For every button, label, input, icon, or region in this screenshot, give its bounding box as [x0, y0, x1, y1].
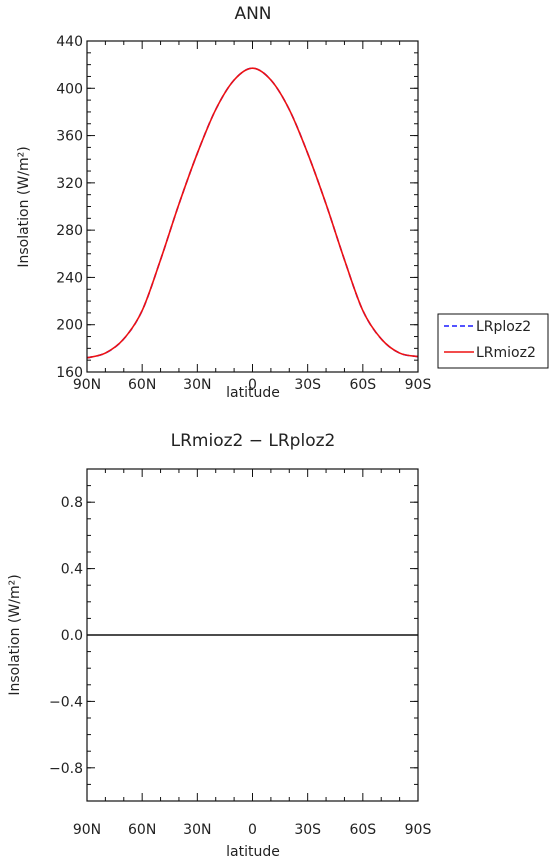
y-tick-label: −0.8 [49, 761, 83, 777]
y-tick-label: 200 [56, 318, 83, 334]
x-axis-title: latitude [226, 385, 280, 401]
chart-annual-insolation: ANN latitude Insolation (W/m²) 90N 60N 30N… [16, 4, 431, 401]
y-tick-label: 360 [56, 129, 83, 145]
y-tick-label: 160 [56, 365, 83, 381]
y-tick-label: 240 [56, 270, 83, 286]
chart-title: ANN [234, 4, 271, 24]
x-tick-label: 60N [128, 822, 156, 838]
chart-title: LRmioz2 − LRploz2 [171, 431, 336, 451]
plot-frame [86, 40, 419, 373]
x-axis-title: latitude [226, 844, 280, 860]
y-tick-label: 320 [56, 176, 83, 192]
x-tick-label: 90S [405, 377, 432, 393]
y-tick-label: 0.0 [61, 628, 83, 644]
legend-box [437, 313, 549, 369]
x-tick-label: 60S [349, 377, 376, 393]
x-tick-label: 30N [183, 822, 211, 838]
axis-ticks: 90N 60N 30N 0 30S 60S 90S −0.8 −0.4 0.0 0.4 0.8 [49, 468, 432, 838]
x-tick-label: 90S [405, 822, 432, 838]
x-tick-label: 30S [294, 822, 321, 838]
x-tick-label: 30N [183, 377, 211, 393]
x-tick-label: 90N [73, 822, 101, 838]
x-tick-label: 0 [248, 377, 257, 393]
y-tick-label: −0.4 [49, 694, 83, 710]
x-tick-label: 60N [128, 377, 156, 393]
y-axis-title: Insolation (W/m²) [7, 574, 23, 695]
series-line-lrmioz2 [86, 67, 419, 359]
y-tick-label: 0.4 [61, 562, 83, 578]
y-axis-title: Insolation (W/m²) [16, 146, 32, 267]
series-line-lrploz2 [86, 67, 419, 359]
y-tick-label: 440 [56, 34, 83, 50]
legend-label-lrmioz2: LRmioz2 [476, 345, 536, 361]
x-tick-label: 60S [349, 822, 376, 838]
plot-lines [86, 67, 419, 359]
y-tick-label: 400 [56, 81, 83, 97]
x-tick-label: 30S [294, 377, 321, 393]
plot-frame [86, 468, 419, 802]
x-tick-label: 90N [73, 377, 101, 393]
y-tick-label: 0.8 [61, 495, 83, 511]
y-tick-label: 280 [56, 223, 83, 239]
legend-label-lrploz2: LRploz2 [476, 319, 531, 335]
legend: LRploz2 LRmioz2 [437, 313, 549, 369]
axis-ticks: 90N 60N 30N 0 30S 60S 90S 160 200 240 280 320 360 400… [56, 34, 431, 393]
x-tick-label: 0 [248, 822, 257, 838]
chart-difference: LRmioz2 − LRploz2 latitude Insolation (W… [7, 431, 431, 860]
